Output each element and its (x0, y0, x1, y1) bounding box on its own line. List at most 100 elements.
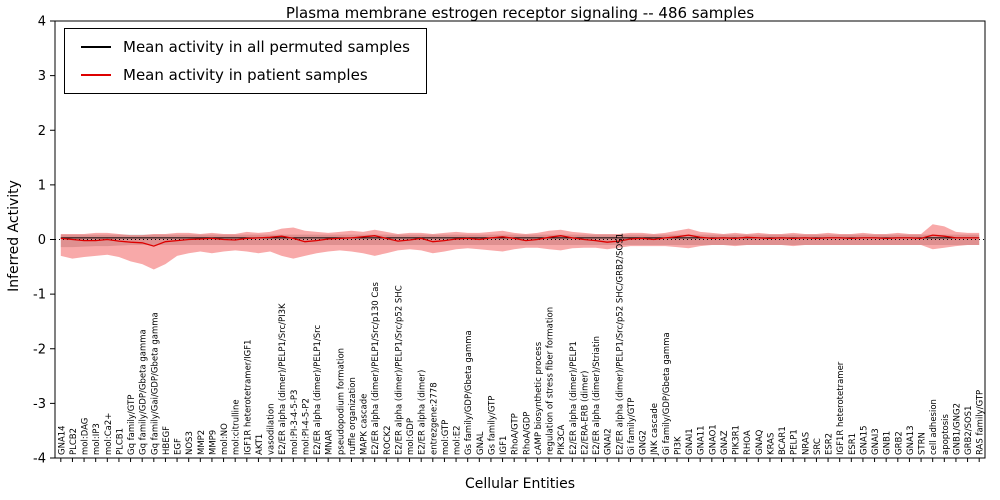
x-tick-label: IGF1R heterotetramer (836, 361, 846, 455)
x-tick-label: GNA13 (906, 425, 916, 455)
x-tick-label: MMP9 (208, 430, 218, 455)
x-tick-label: GRB2 (894, 431, 904, 455)
x-tick-label: HBEGF (162, 426, 172, 455)
x-tick-label: GRB2/SOS1 (964, 406, 974, 456)
x-tick-label: MMP2 (197, 430, 207, 455)
x-tick-label: RAS family/GTP (976, 390, 986, 455)
x-tick-label: mol:citrulline (232, 399, 242, 455)
x-tick-label: SRC (813, 438, 823, 455)
x-tick-label: NRAS (801, 432, 811, 455)
patient-samples-range-band (60, 224, 980, 270)
y-tick-label: 2 (38, 124, 46, 139)
x-tick-label: Gs family/GDP/Gbeta gamma (464, 330, 474, 455)
x-tick-label: MAPK cascade (360, 394, 370, 455)
x-tick-label: E2/ERA-ERB (dimer) (580, 371, 590, 455)
x-tick-label: RHOA (743, 430, 753, 455)
x-tick-label: GNAI2 (604, 428, 614, 455)
x-tick-label: regulation of stress fiber formation (546, 307, 556, 455)
x-tick-label: GNA14 (57, 425, 67, 455)
x-tick-label: mol:PI-3-4-5-P3 (290, 390, 300, 455)
x-tick-label: Gq family/Gai/GDP/Gbeta gamma (150, 312, 160, 455)
y-tick-label: 3 (38, 69, 46, 84)
x-tick-label: cAMP biosynthetic process (534, 341, 544, 455)
legend-item-permuted: Mean activity in all permuted samples (81, 38, 410, 56)
permuted-line-swatch (81, 46, 111, 48)
x-tick-label: entrezgene:2778 (429, 382, 439, 455)
x-tick-label: E2/ER alpha (dimer)/PELP1/Src/p130 Cas (371, 282, 381, 455)
x-tick-label: MNAR (325, 429, 335, 455)
y-tick-label: 4 (38, 15, 46, 30)
y-tick-label: -1 (33, 288, 46, 303)
y-tick-label: -4 (33, 452, 46, 467)
x-tick-label: ruffle organization (348, 377, 358, 455)
y-tick-label: 0 (38, 233, 46, 248)
x-tick-label: E2/ER alpha (dimer)/Striatin (592, 336, 602, 455)
x-tick-label: PLCB1 (115, 428, 125, 455)
y-tick-label: 1 (38, 178, 46, 193)
x-tick-label: GNA11 (697, 425, 707, 455)
x-tick-label: E2/ER alpha (dimer)/PELP1 (569, 341, 579, 455)
x-tick-label: PLCB2 (69, 428, 79, 455)
x-tick-label: PI3K (673, 436, 683, 455)
x-axis-label: Cellular Entities (464, 476, 576, 492)
x-tick-label: E2/ER alpha (dimer) (418, 370, 428, 455)
x-tick-label: E2/ER alpha (dimer)/PELP1/Src/PI3K (278, 303, 288, 455)
x-tick-label: Gq family/GTP (127, 395, 137, 455)
x-tick-label: RhoA/GDP (522, 412, 532, 455)
x-tick-label: mol:GDP (406, 418, 416, 455)
legend-label-permuted: Mean activity in all permuted samples (123, 38, 410, 56)
x-tick-label: GNAI3 (871, 428, 881, 455)
x-tick-label: Gs family/GTP (487, 396, 497, 455)
x-tick-label: GNAO1 (708, 424, 718, 455)
x-tick-label: IGF1 (499, 436, 509, 455)
x-tick-label: GNB1/GNG2 (952, 403, 962, 455)
x-tick-label: vasodilation (267, 404, 277, 455)
x-tick-label: E2/ER alpha (dimer)/PELP1/Src/p52 SHC (394, 285, 404, 455)
x-tick-label: mol:Ca2+ (104, 413, 114, 455)
x-tick-label: KRAS (766, 433, 776, 455)
x-tick-label: GNG2 (639, 430, 649, 455)
x-tick-label: GNB1 (883, 431, 893, 455)
x-tick-label: NOS3 (185, 431, 195, 455)
x-tick-label: PIK3R1 (732, 425, 742, 455)
y-tick-label: -2 (33, 342, 46, 357)
x-tick-label: ESR2 (825, 433, 835, 455)
x-tick-label: RhoA/GTP (511, 413, 521, 455)
x-tick-label: E2/ER alpha (dimer)/PELP1/Src/p52 SHC/GR… (615, 233, 625, 455)
legend: Mean activity in all permuted samples Me… (64, 28, 427, 94)
x-tick-label: GNAI1 (685, 428, 695, 455)
y-axis-label: Inferred Activity (6, 180, 22, 292)
x-tick-label: Gq family/GDP/Gbeta gamma (139, 329, 149, 455)
x-tick-label: GNAZ (720, 430, 730, 455)
x-tick-label: mol:IP3 (92, 423, 102, 455)
x-tick-label: cell adhesion (929, 399, 939, 455)
x-tick-label: pseudopodium formation (336, 348, 346, 455)
x-tick-label: STRN (918, 432, 928, 455)
x-tick-label: PELP1 (790, 429, 800, 455)
patient-line-swatch (81, 74, 111, 76)
y-tick-label: -3 (33, 397, 46, 412)
x-tick-label: mol:NO (220, 423, 230, 455)
x-tick-label: mol:DAG (81, 418, 91, 455)
x-tick-label: ESR1 (848, 433, 858, 455)
x-tick-label: mol:GTP (441, 420, 451, 455)
x-tick-label: EGF (174, 438, 184, 455)
x-tick-label: BCAR1 (778, 426, 788, 455)
x-tick-label: Gi family/GDP/Gbeta gamma (662, 332, 672, 455)
x-tick-label: JNK cascade (650, 403, 660, 456)
patient-mean-line (60, 234, 980, 247)
x-tick-label: mol:PI-4-5-P2 (301, 398, 311, 455)
x-tick-label: PIK3CA (557, 424, 567, 455)
x-tick-label: GNAQ (755, 429, 765, 455)
x-tick-label: GNA15 (859, 425, 869, 455)
x-tick-label: E2/ER alpha (dimer)/PELP1/Src (313, 325, 323, 455)
x-tick-label: GNAL (476, 431, 486, 455)
x-tick-label: apoptosis (941, 413, 951, 455)
x-tick-label: IGF1R heterotetramer/IGF1 (243, 339, 253, 455)
x-tick-label: mol:E2 (453, 426, 463, 455)
legend-item-patient: Mean activity in patient samples (81, 66, 410, 84)
x-tick-label: Gi family/GTP (627, 398, 637, 455)
x-tick-label: AKT1 (255, 434, 265, 455)
